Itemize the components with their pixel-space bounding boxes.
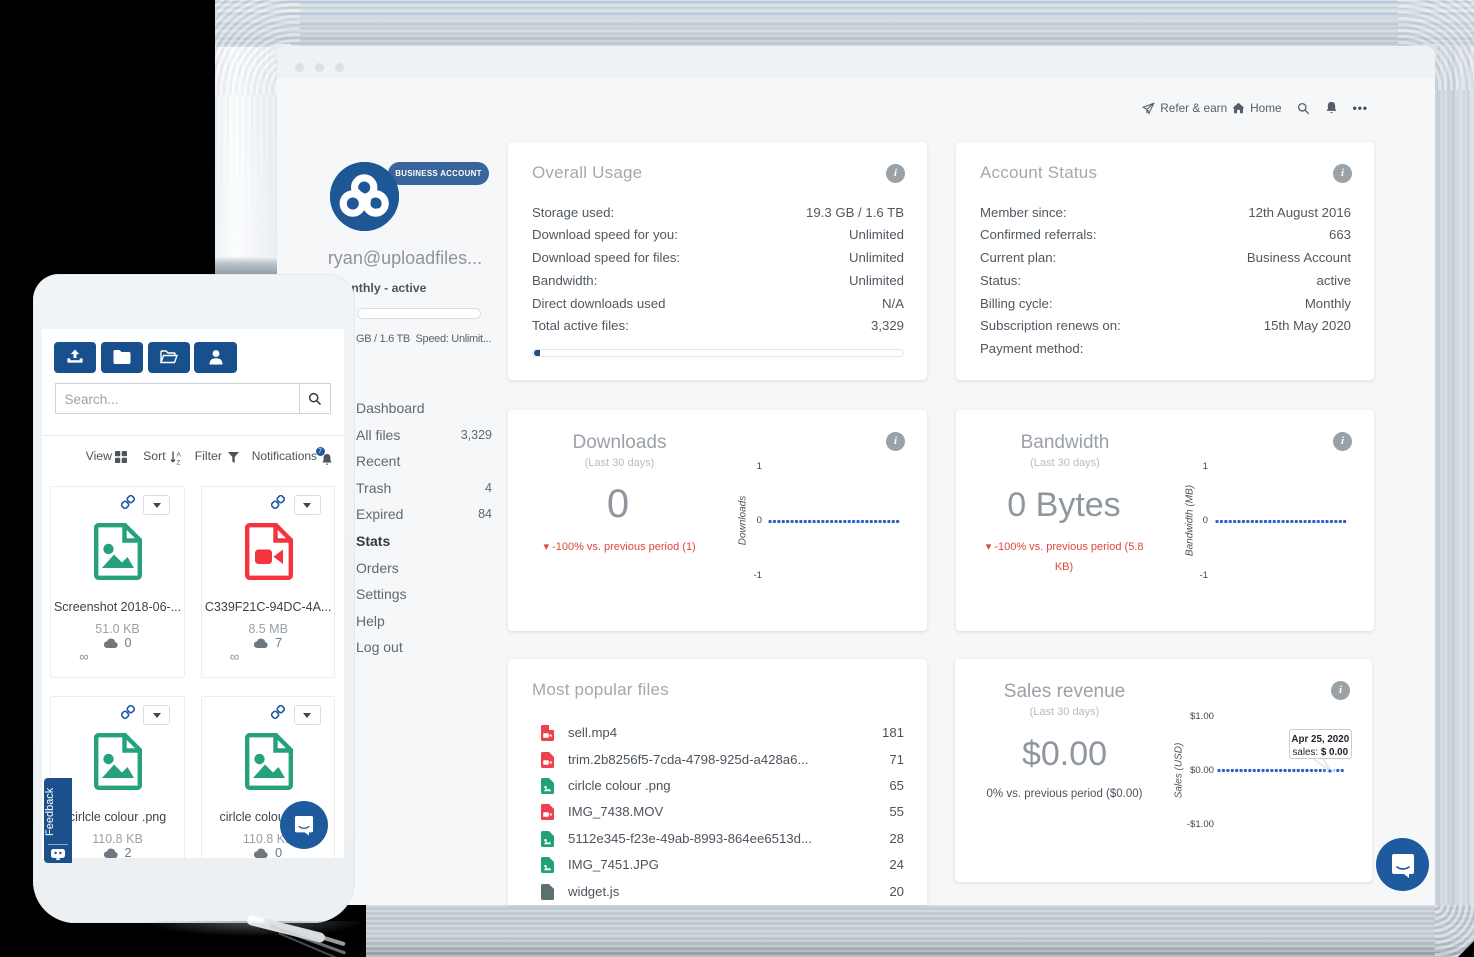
svg-text:A: A [177, 452, 182, 459]
svg-text:Z: Z [177, 460, 181, 466]
